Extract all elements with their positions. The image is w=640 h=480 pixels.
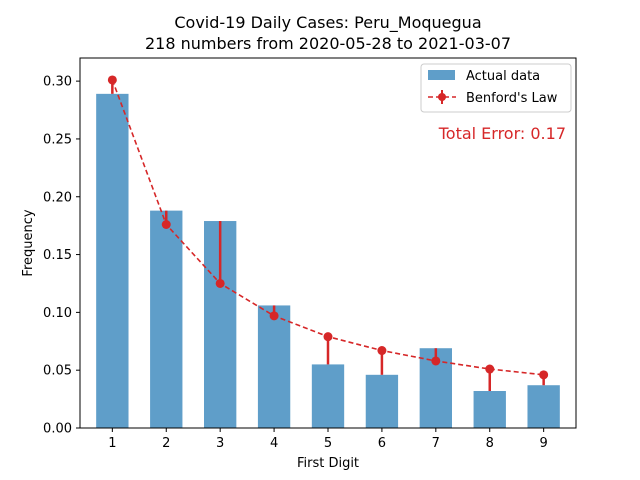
benford-point-digit-3 xyxy=(215,278,225,288)
bar-digit-1 xyxy=(96,93,129,428)
x-tick-label-8: 8 xyxy=(486,436,494,451)
x-tick-label-7: 7 xyxy=(432,436,440,451)
benford-point-digit-7 xyxy=(431,356,441,366)
y-tick-label-3: 0.15 xyxy=(43,248,72,263)
x-tick-label-4: 4 xyxy=(270,436,278,451)
bar-digit-6 xyxy=(365,374,399,428)
legend: Actual data Benford's Law xyxy=(420,63,572,113)
y-tick-label-1: 0.05 xyxy=(43,364,72,379)
x-axis-label: First Digit xyxy=(297,456,359,471)
legend-swatch-benford-marker xyxy=(438,93,446,101)
y-tick-label-0: 0.00 xyxy=(43,422,72,437)
y-tick-label-4: 0.20 xyxy=(43,190,72,205)
chart-title: Covid-19 Daily Cases: Peru_Moquegua xyxy=(174,13,481,33)
benford-point-digit-1 xyxy=(107,75,117,85)
x-tick-label-3: 3 xyxy=(216,436,224,451)
y-axis-ticks: 0.00 0.05 0.10 0.15 0.20 0.25 0.30 xyxy=(43,75,80,437)
y-tick-label-2: 0.10 xyxy=(43,306,72,321)
bar-digit-2 xyxy=(150,210,183,428)
total-error-annotation: Total Error: 0.17 xyxy=(438,124,566,143)
bar-digit-9 xyxy=(527,385,560,428)
legend-label-actual: Actual data xyxy=(466,69,540,84)
x-tick-label-6: 6 xyxy=(378,436,386,451)
x-tick-label-1: 1 xyxy=(108,436,116,451)
bar-digit-4 xyxy=(257,305,291,428)
bar-digit-8 xyxy=(473,391,506,428)
legend-box xyxy=(420,63,572,113)
x-axis-ticks: 1 2 3 4 5 6 7 8 9 xyxy=(108,428,548,451)
bar-digit-5 xyxy=(311,364,345,428)
benford-point-digit-6 xyxy=(377,346,387,356)
legend-label-benford: Benford's Law xyxy=(466,91,558,106)
y-tick-label-6: 0.30 xyxy=(43,75,72,90)
x-tick-label-9: 9 xyxy=(540,436,548,451)
x-tick-label-5: 5 xyxy=(324,436,332,451)
y-axis-label: Frequency xyxy=(21,209,36,276)
benford-point-digit-4 xyxy=(269,311,279,321)
benford-point-digit-5 xyxy=(323,332,333,342)
chart-subtitle: 218 numbers from 2020-05-28 to 2021-03-0… xyxy=(145,34,511,53)
benford-point-digit-9 xyxy=(539,370,549,380)
benford-point-digit-8 xyxy=(485,364,495,374)
legend-swatch-actual xyxy=(428,70,455,80)
benford-line-group xyxy=(107,75,549,380)
benford-point-digit-2 xyxy=(161,220,171,229)
bars-group xyxy=(96,93,560,428)
y-tick-label-5: 0.25 xyxy=(43,132,72,147)
x-tick-label-2: 2 xyxy=(162,436,170,451)
